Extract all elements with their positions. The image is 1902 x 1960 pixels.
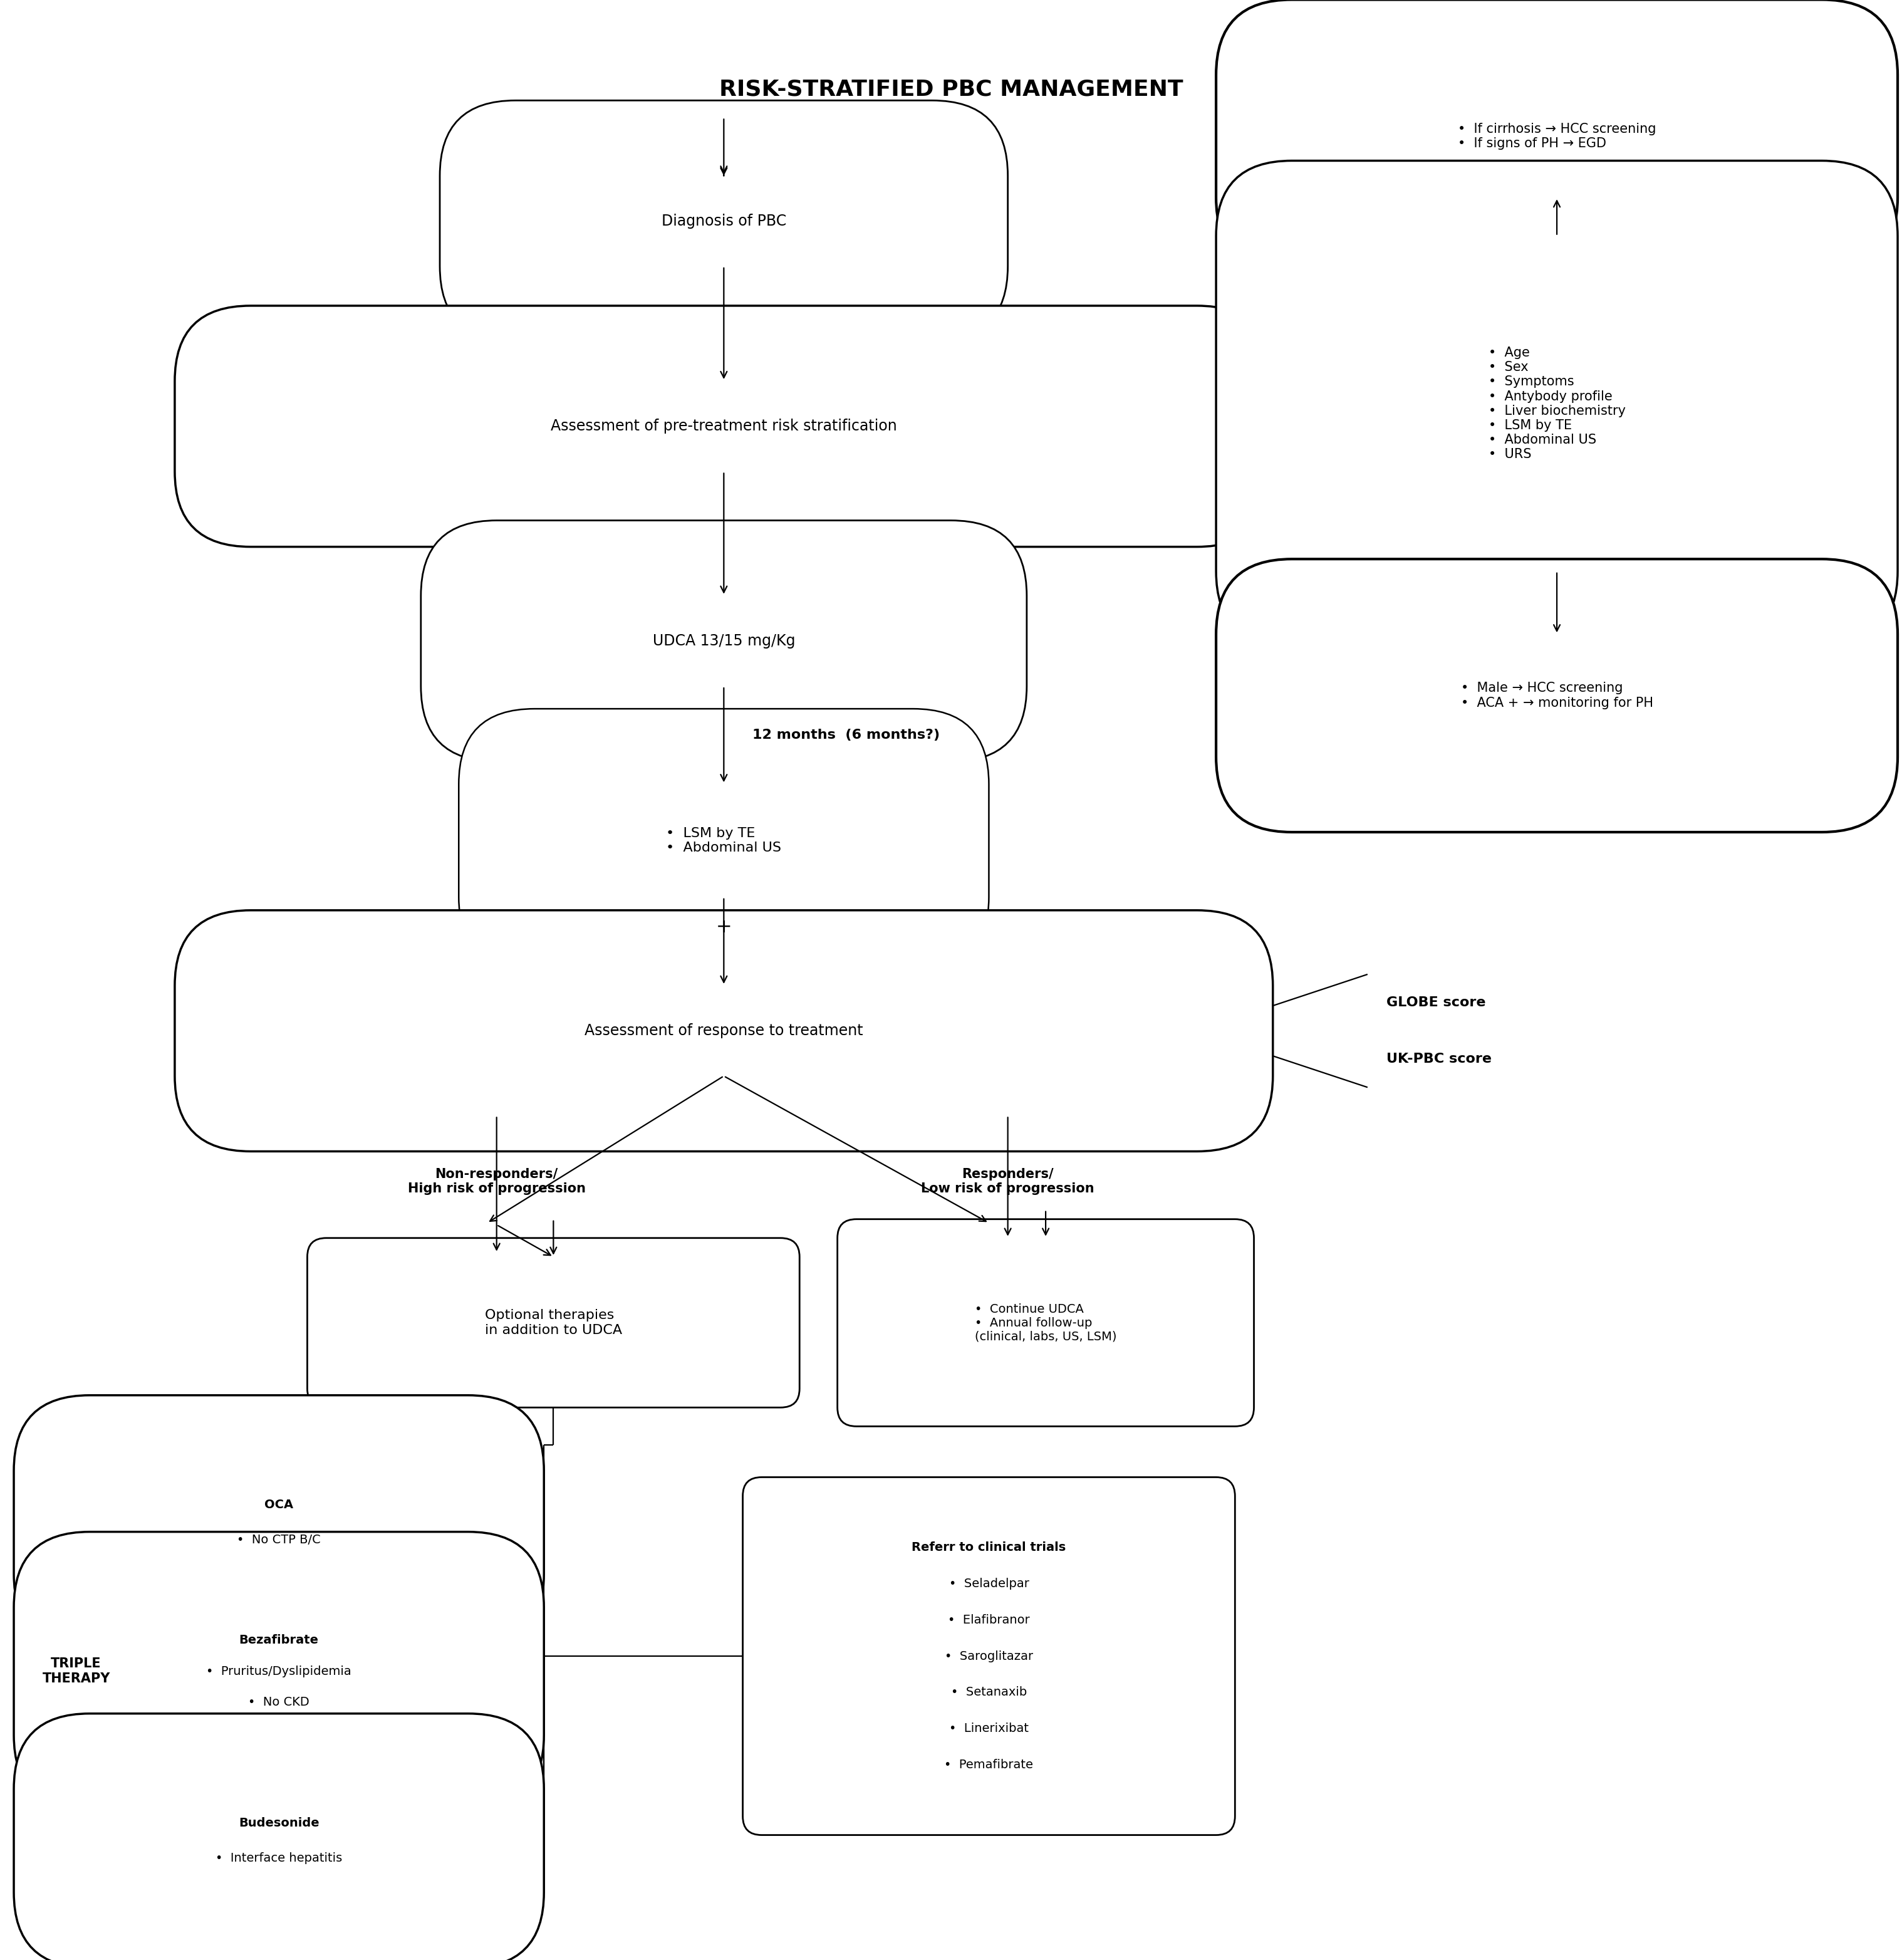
- Text: 12 months  (6 months?): 12 months (6 months?): [751, 729, 940, 741]
- Text: •  No CKD: • No CKD: [249, 1695, 310, 1709]
- Text: Diagnosis of PBC: Diagnosis of PBC: [662, 214, 786, 229]
- Text: UDCA 13/15 mg/Kg: UDCA 13/15 mg/Kg: [652, 633, 795, 649]
- Text: •  Interface hepatitis: • Interface hepatitis: [215, 1852, 342, 1864]
- Text: Responders/
Low risk of progression: Responders/ Low risk of progression: [921, 1168, 1094, 1196]
- Text: Assessment of response to treatment: Assessment of response to treatment: [584, 1023, 864, 1039]
- FancyBboxPatch shape: [175, 306, 1272, 547]
- FancyBboxPatch shape: [420, 521, 1027, 762]
- Text: •  If cirrhosis → HCC screening
•  If signs of PH → EGD: • If cirrhosis → HCC screening • If sign…: [1457, 123, 1657, 149]
- Text: +: +: [715, 917, 732, 937]
- Text: Budesonide: Budesonide: [238, 1817, 320, 1829]
- FancyBboxPatch shape: [13, 1396, 544, 1650]
- FancyBboxPatch shape: [744, 1478, 1234, 1835]
- Text: •  Male → HCC screening
•  ACA + → monitoring for PH: • Male → HCC screening • ACA + → monitor…: [1461, 682, 1653, 710]
- FancyBboxPatch shape: [1215, 161, 1898, 647]
- FancyBboxPatch shape: [175, 909, 1272, 1151]
- Text: RISK-STRATIFIED PBC MANAGEMENT: RISK-STRATIFIED PBC MANAGEMENT: [719, 78, 1183, 100]
- FancyBboxPatch shape: [837, 1219, 1253, 1427]
- Text: Assessment of pre-treatment risk stratification: Assessment of pre-treatment risk stratif…: [552, 419, 898, 433]
- Text: •  Pemafibrate: • Pemafibrate: [945, 1758, 1033, 1772]
- FancyBboxPatch shape: [458, 710, 989, 972]
- Text: •  No CTP B/C: • No CTP B/C: [238, 1535, 321, 1546]
- Text: Referr to clinical trials: Referr to clinical trials: [911, 1541, 1065, 1552]
- Text: •  Age
•  Sex
•  Symptoms
•  Antybody profile
•  Liver biochemistry
•  LSM by TE: • Age • Sex • Symptoms • Antybody profil…: [1487, 347, 1626, 461]
- Text: •  Continue UDCA
•  Annual follow-up
(clinical, labs, US, LSM): • Continue UDCA • Annual follow-up (clin…: [974, 1303, 1116, 1343]
- FancyBboxPatch shape: [1215, 0, 1898, 272]
- FancyBboxPatch shape: [439, 100, 1008, 341]
- Text: •  Pruritus/Dyslipidemia: • Pruritus/Dyslipidemia: [205, 1666, 352, 1678]
- Text: OCA: OCA: [264, 1499, 293, 1511]
- FancyBboxPatch shape: [13, 1533, 544, 1811]
- Text: •  Setanaxib: • Setanaxib: [951, 1686, 1027, 1699]
- Text: Optional therapies
in addition to UDCA: Optional therapies in addition to UDCA: [485, 1309, 622, 1337]
- Text: •  LSM by TE
•  Abdominal US: • LSM by TE • Abdominal US: [666, 827, 782, 855]
- Text: Bezafibrate: Bezafibrate: [240, 1635, 320, 1646]
- Text: •  Elafibranor: • Elafibranor: [947, 1613, 1029, 1625]
- FancyBboxPatch shape: [1215, 559, 1898, 833]
- Text: TRIPLE
THERAPY: TRIPLE THERAPY: [42, 1658, 110, 1686]
- FancyBboxPatch shape: [13, 1713, 544, 1960]
- Text: UK-PBC score: UK-PBC score: [1387, 1053, 1491, 1066]
- FancyBboxPatch shape: [308, 1239, 799, 1407]
- Text: •  Seladelpar: • Seladelpar: [949, 1578, 1029, 1590]
- Text: •  Saroglitazar: • Saroglitazar: [945, 1650, 1033, 1662]
- Text: GLOBE score: GLOBE score: [1387, 996, 1485, 1009]
- Text: •  Linerixibat: • Linerixibat: [949, 1723, 1029, 1735]
- Text: Non-responders/
High risk of progression: Non-responders/ High risk of progression: [407, 1168, 586, 1196]
